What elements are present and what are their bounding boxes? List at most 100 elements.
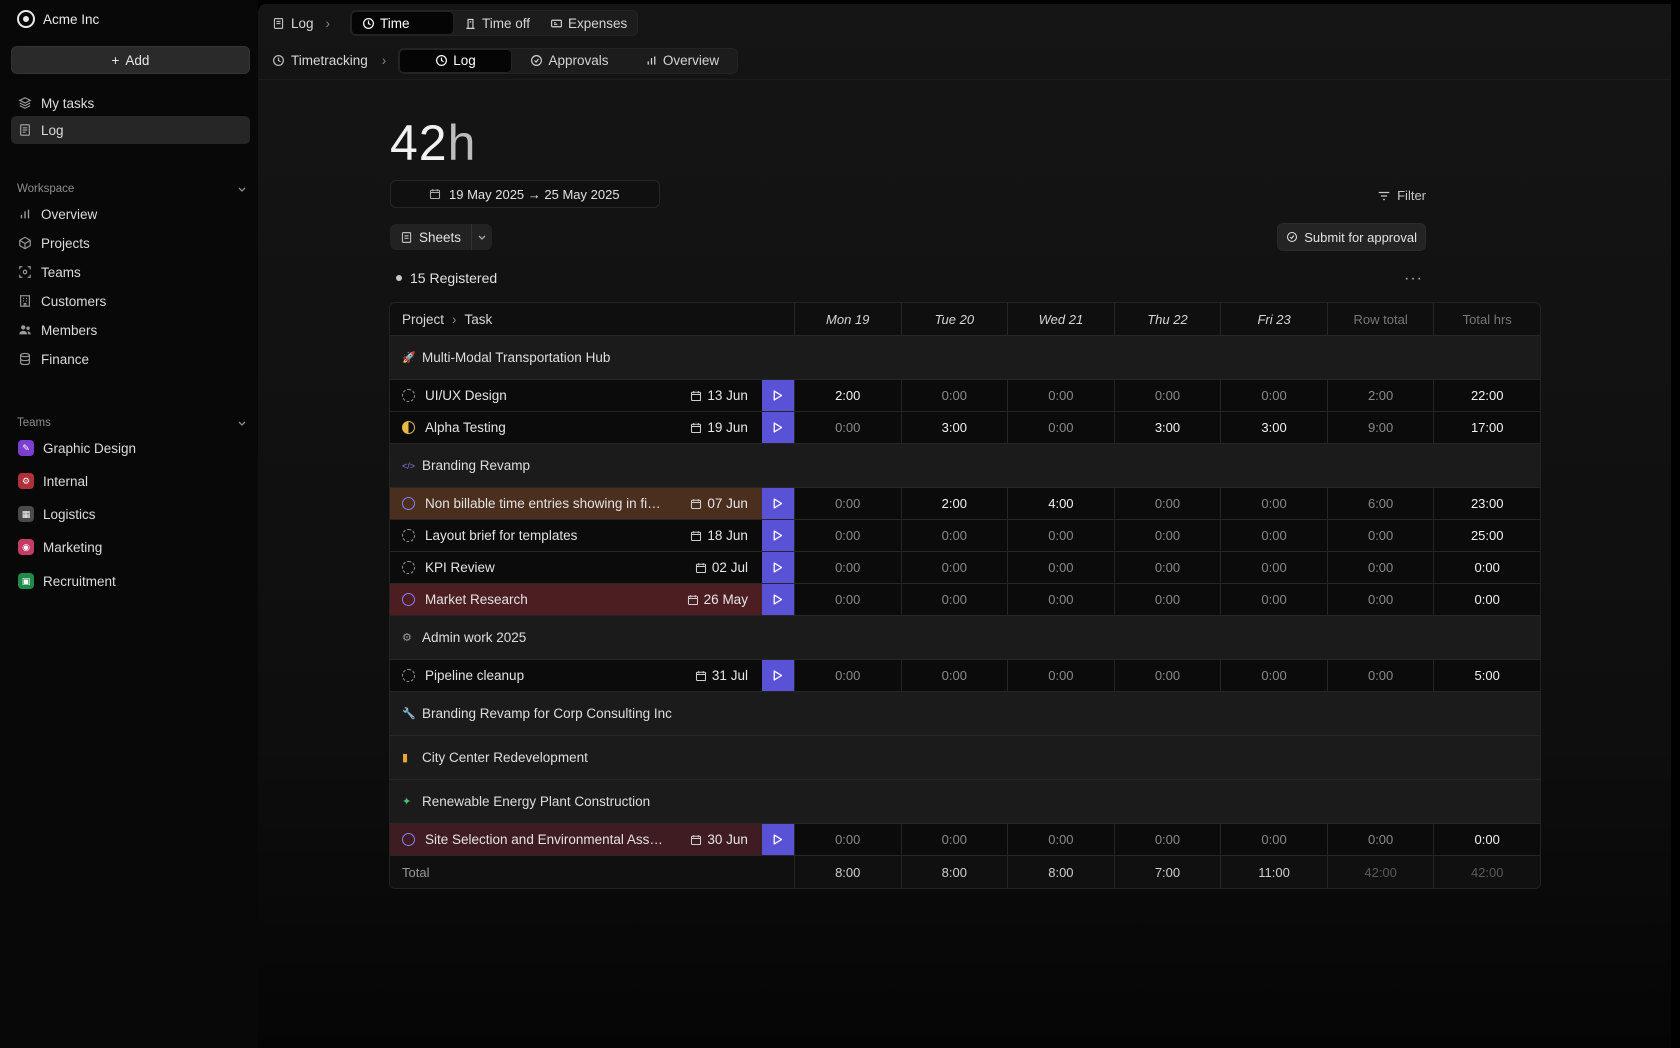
task-row[interactable]: Non billable time entries showing in fin… [390,488,1540,520]
day-hours-cell[interactable]: 0:00 [1113,520,1221,551]
sidebar-item-overview[interactable]: Overview [11,200,250,228]
status-open-icon[interactable] [402,497,415,510]
day-hours-cell[interactable]: 0:00 [900,824,1008,855]
sidebar-team-internal[interactable]: ⚙ Internal [11,467,250,495]
day-hours-cell[interactable]: 0:00 [793,412,901,443]
task-cell[interactable]: Layout brief for templates 18 Jun [390,520,762,551]
breadcrumb-log[interactable]: Log › [272,16,350,31]
tab-approvals[interactable]: Approvals [512,49,627,73]
task-row[interactable]: Site Selection and Environmental Asses..… [390,824,1540,856]
day-hours-cell[interactable]: 3:00 [1220,412,1327,443]
task-row[interactable]: Layout brief for templates 18 Jun 0:00 0:00… [390,520,1540,552]
day-hours-cell[interactable]: 3:00 [900,412,1008,443]
start-timer-button[interactable] [761,380,794,411]
day-hours-cell[interactable]: 0:00 [1113,660,1221,691]
day-hours-cell[interactable]: 0:00 [1113,380,1221,411]
day-hours-cell[interactable]: 0:00 [793,660,901,691]
day-hours-cell[interactable]: 0:00 [1007,380,1114,411]
project-group-row[interactable]: ▮ City Center Redevelopment [390,736,1540,780]
sidebar-team-marketing[interactable]: ◉ Marketing [11,533,250,561]
workspace-section-header[interactable]: Workspace [17,181,247,197]
day-hours-cell[interactable]: 0:00 [900,380,1008,411]
filter-button[interactable]: Filter [1377,188,1426,203]
task-row[interactable]: Alpha Testing 19 Jun 0:00 3:00 0:00 3:00 3:00 9… [390,412,1540,444]
task-cell[interactable]: Pipeline cleanup 31 Jul [390,660,762,691]
status-todo-icon[interactable] [402,389,415,402]
start-timer-button[interactable] [761,520,794,551]
day-hours-cell[interactable]: 0:00 [793,488,901,519]
sidebar-item-members[interactable]: Members [11,316,250,344]
tab-time[interactable]: Time [351,11,454,35]
start-timer-button[interactable] [761,412,794,443]
task-cell[interactable]: UI/UX Design 13 Jun [390,380,762,411]
sheets-button[interactable]: Sheets [390,224,473,250]
day-hours-cell[interactable]: 3:00 [1113,412,1221,443]
project-group-row[interactable]: ⚙ Admin work 2025 [390,616,1540,660]
status-half-icon[interactable] [402,421,415,434]
task-row[interactable]: Pipeline cleanup 31 Jul 0:00 0:00 0:00 0:00 0:… [390,660,1540,692]
teams-section-header[interactable]: Teams [17,415,247,431]
sidebar-team-recruitment[interactable]: ▣ Recruitment [11,567,250,595]
task-cell[interactable]: Alpha Testing 19 Jun [390,412,762,443]
sidebar-item-finance[interactable]: Finance [11,345,250,373]
project-group-row[interactable]: 🔧 Branding Revamp for Corp Consulting Inc [390,692,1540,736]
day-hours-cell[interactable]: 0:00 [1007,412,1114,443]
start-timer-button[interactable] [761,660,794,691]
task-row[interactable]: Market Research 26 May 0:00 0:00 0:00 0:00 0:0… [390,584,1540,616]
task-row[interactable]: KPI Review 02 Jul 0:00 0:00 0:00 0:00 0:00 0:00… [390,552,1540,584]
day-hours-cell[interactable]: 0:00 [793,824,901,855]
day-hours-cell[interactable]: 0:00 [1007,520,1114,551]
due-date[interactable]: 13 Jun [690,388,748,403]
day-hours-cell[interactable]: 0:00 [1220,660,1327,691]
sidebar-item-my-tasks[interactable]: My tasks [11,89,250,117]
sidebar-item-teams[interactable]: Teams [11,258,250,286]
day-hours-cell[interactable]: 0:00 [793,520,901,551]
day-hours-cell[interactable]: 0:00 [1007,824,1114,855]
day-hours-cell[interactable]: 0:00 [1220,552,1327,583]
due-date[interactable]: 19 Jun [690,420,748,435]
task-cell[interactable]: Non billable time entries showing in fin… [390,488,762,519]
task-cell[interactable]: Market Research 26 May [390,584,762,615]
tab-overview[interactable]: Overview [627,49,737,73]
submit-for-approval-button[interactable]: Submit for approval [1277,223,1426,251]
sidebar-item-projects[interactable]: Projects [11,229,250,257]
day-hours-cell[interactable]: 0:00 [900,552,1008,583]
chevron-down-icon[interactable] [472,232,492,242]
task-cell[interactable]: KPI Review 02 Jul [390,552,762,583]
day-hours-cell[interactable]: 2:00 [900,488,1008,519]
day-hours-cell[interactable]: 0:00 [1220,488,1327,519]
breadcrumb-timetracking[interactable]: Timetracking › [272,53,398,68]
org-switcher[interactable]: Acme Inc [17,9,99,29]
status-todo-icon[interactable] [402,669,415,682]
due-date[interactable]: 18 Jun [690,528,748,543]
sidebar-team-graphic-design[interactable]: ✎ Graphic Design [11,434,250,462]
start-timer-button[interactable] [761,584,794,615]
day-hours-cell[interactable]: 0:00 [1113,584,1221,615]
more-options-icon[interactable]: ··· [1404,270,1423,287]
tab-time-off[interactable]: Time off [454,11,540,35]
start-timer-button[interactable] [761,488,794,519]
status-open-icon[interactable] [402,833,415,846]
day-hours-cell[interactable]: 0:00 [900,660,1008,691]
status-todo-icon[interactable] [402,561,415,574]
day-hours-cell[interactable]: 0:00 [1113,488,1221,519]
due-date[interactable]: 07 Jun [690,496,748,511]
day-hours-cell[interactable]: 0:00 [1007,584,1114,615]
status-open-icon[interactable] [402,593,415,606]
day-hours-cell[interactable]: 0:00 [1220,584,1327,615]
day-hours-cell[interactable]: 0:00 [1220,520,1327,551]
day-hours-cell[interactable]: 2:00 [793,380,901,411]
date-range-picker[interactable]: 19 May 2025 → 25 May 2025 [390,180,660,208]
status-todo-icon[interactable] [402,529,415,542]
project-group-row[interactable]: ✦ Renewable Energy Plant Construction [390,780,1540,824]
day-hours-cell[interactable]: 0:00 [900,584,1008,615]
day-hours-cell[interactable]: 0:00 [1220,824,1327,855]
day-hours-cell[interactable]: 0:00 [900,520,1008,551]
add-button[interactable]: + Add [11,46,250,74]
day-hours-cell[interactable]: 0:00 [1007,660,1114,691]
day-hours-cell[interactable]: 0:00 [1220,380,1327,411]
day-hours-cell[interactable]: 0:00 [793,552,901,583]
project-group-row[interactable]: 🚀 Multi-Modal Transportation Hub [390,336,1540,380]
sidebar-item-customers[interactable]: Customers [11,287,250,315]
day-hours-cell[interactable]: 4:00 [1007,488,1114,519]
